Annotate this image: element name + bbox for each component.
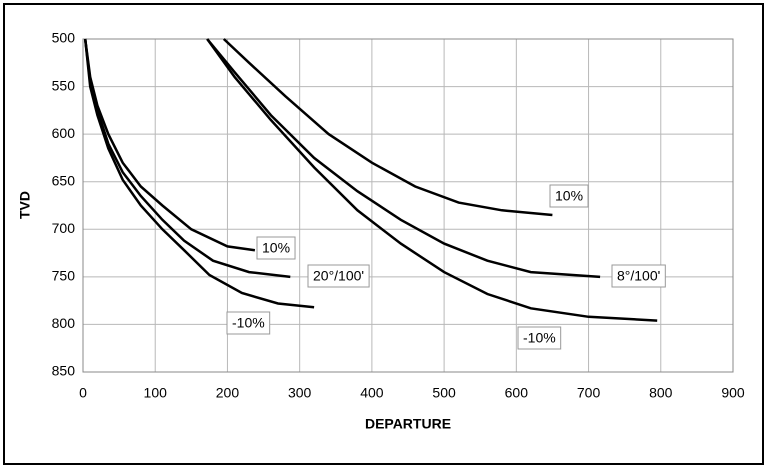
x-axis-label: DEPARTURE [365, 416, 451, 432]
y-tick-label: 600 [52, 125, 76, 141]
y-tick-label: 500 [52, 30, 76, 46]
line [83, 38, 315, 309]
y-tick-label: 650 [52, 172, 76, 188]
y-tick-label: 750 [52, 268, 76, 284]
x-tick-label: 0 [79, 385, 87, 401]
series-label: 20°/100' [307, 264, 370, 288]
y-tick-label: 700 [52, 220, 76, 236]
series-label: 10% [256, 236, 296, 260]
series-label: 10% [549, 184, 589, 208]
y-tick-label: 800 [52, 315, 76, 331]
x-tick-label: 600 [505, 385, 529, 401]
label-box [517, 326, 562, 350]
series-label: -10% [517, 326, 562, 350]
label-box [226, 311, 271, 335]
line [206, 38, 601, 279]
label-box [307, 264, 370, 288]
x-tick-label: 700 [577, 385, 601, 401]
line [222, 38, 553, 217]
legend-label: 10% [555, 188, 583, 204]
x-tick-label: 900 [721, 385, 745, 401]
legend-label: -10% [232, 315, 265, 331]
series-label: -10% [226, 311, 271, 335]
legend-label: 20°/100' [313, 268, 364, 284]
y-tick-label: 550 [52, 77, 76, 93]
line [206, 38, 658, 322]
series-label: 8°/100' [611, 264, 666, 288]
legend-label: 10% [262, 240, 290, 256]
plot-border [82, 38, 734, 373]
label-box [611, 264, 666, 288]
y-tick-label: 850 [52, 363, 76, 379]
label-box [256, 236, 296, 260]
x-tick-label: 300 [288, 385, 312, 401]
frame [3, 3, 764, 465]
legend-label: -10% [523, 330, 556, 346]
label-box [549, 184, 589, 208]
x-tick-label: 200 [216, 385, 240, 401]
x-tick-label: 400 [360, 385, 384, 401]
legend-label: 8°/100' [617, 268, 660, 284]
x-tick-label: 500 [432, 385, 456, 401]
y-axis-label: TVD [17, 191, 33, 219]
x-tick-label: 800 [649, 385, 673, 401]
x-tick-label: 100 [144, 385, 168, 401]
